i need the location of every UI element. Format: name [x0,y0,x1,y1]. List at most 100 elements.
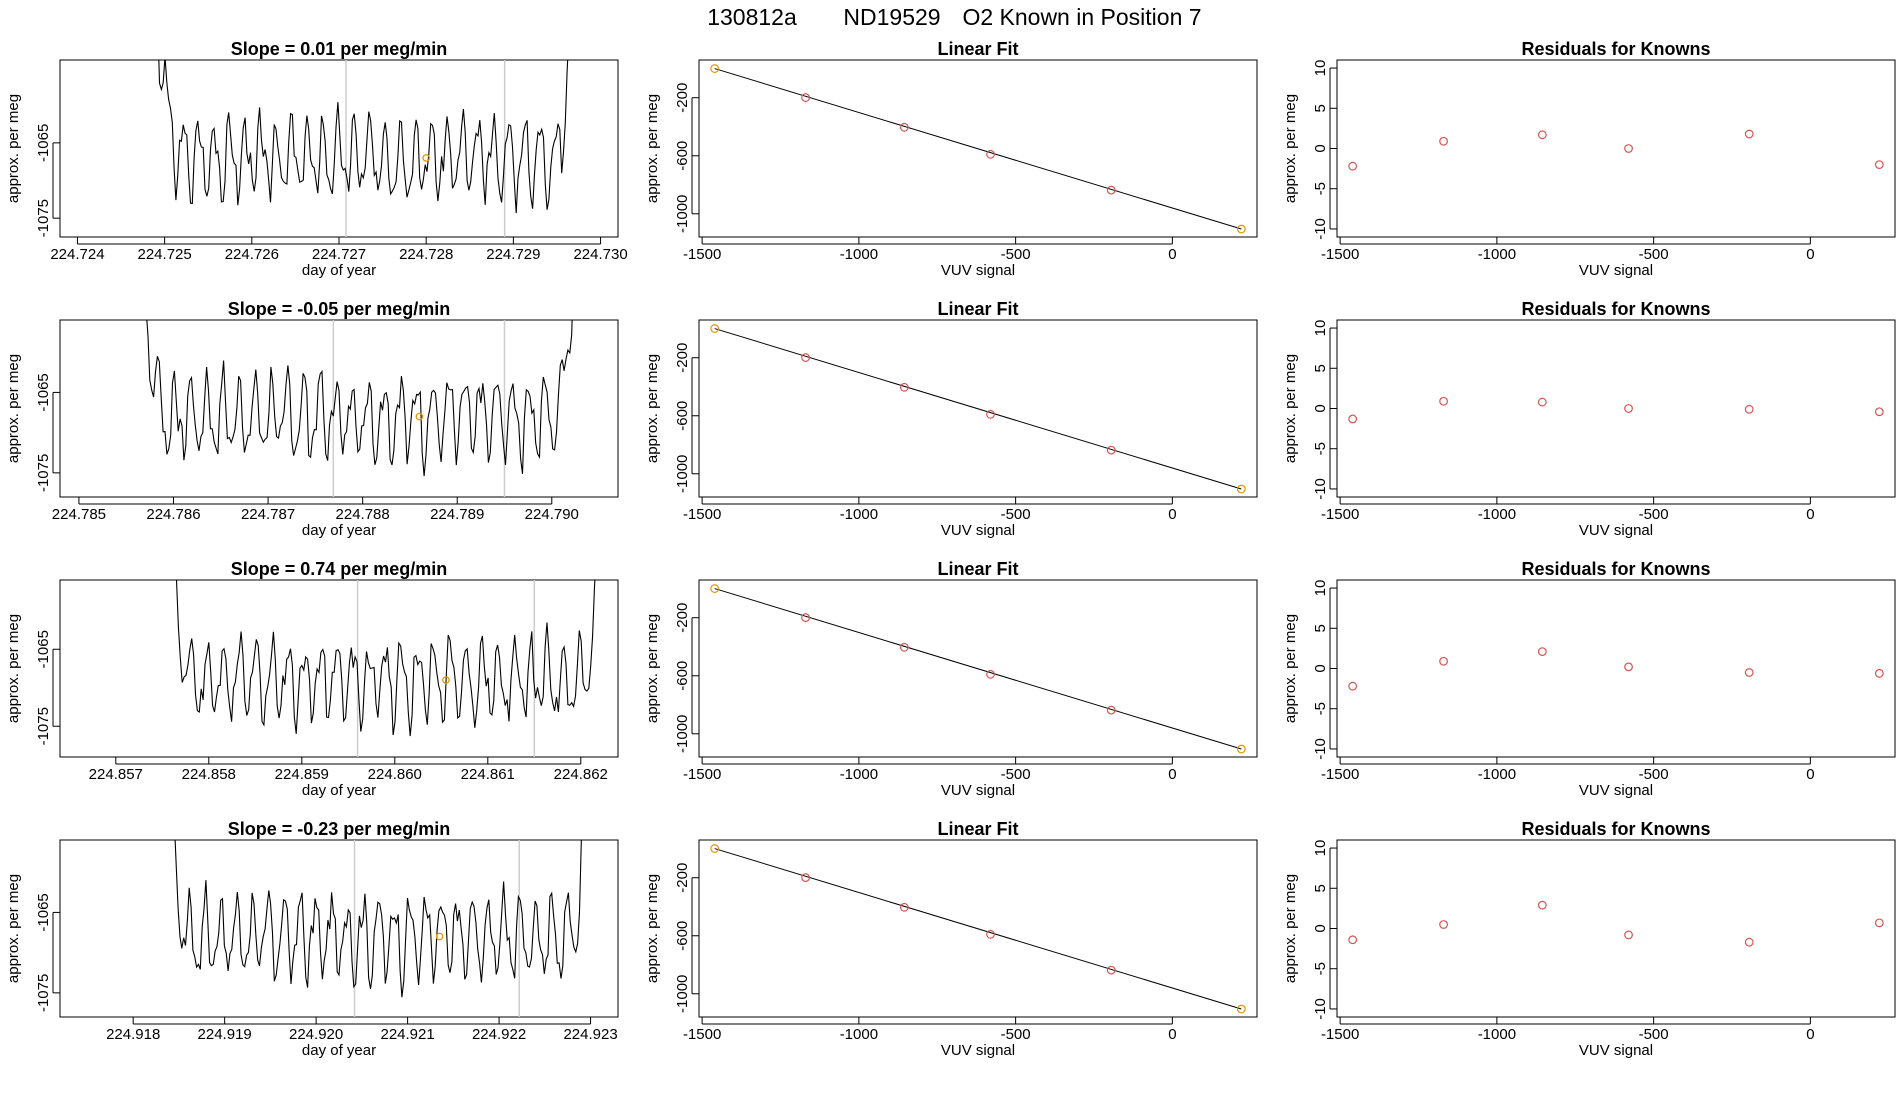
panel-title: Residuals for Knowns [1521,819,1710,839]
x-axis-label: day of year [302,782,376,799]
data-point [899,122,909,132]
x-axis-label: day of year [302,522,376,539]
data-point [1439,920,1448,929]
y-tick-label: 5 [1312,104,1329,112]
panel-r2-ts: Slope = -0.05 per meg/min 224.785 224.786 2… [5,299,619,539]
plot-frame [1336,59,1896,238]
main-title-description: O2 Known in Position 7 [962,4,1201,30]
x-tick-label: 224.921 [380,1026,434,1043]
x-tick-label: 224.922 [472,1026,526,1043]
main-title-tank: ND19529 [843,4,940,30]
x-tick-label: -500 [1639,1026,1669,1043]
data-point [1874,407,1884,417]
x-axis-label: VUV signal [941,782,1015,799]
data-point [1874,668,1884,678]
panel-r4-ts: Slope = -0.23 per meg/min 224.918 224.919 2… [5,819,619,1059]
highlight-point [442,676,450,684]
y-tick-label: 0 [1312,924,1329,932]
x-axis-label: VUV signal [1579,522,1653,539]
data-point [1348,935,1358,945]
x-tick-label: 0 [1806,506,1814,523]
data-point [986,669,995,679]
y-tick-label: -1075 [35,707,52,745]
highlight-point [422,154,431,162]
data-point [1236,484,1246,494]
panel-r1-ts: Slope = 0.01 per meg/min 224.724 224.725 22… [5,39,628,279]
fit-line [714,68,1242,230]
x-tick-label: 224.919 [198,1026,252,1043]
panel-r2-res: Residuals for Knowns -1500 -1000 -500 0 VUV s… [1282,299,1896,539]
y-tick-label: -1065 [35,124,52,162]
y-tick-label: 10 [1312,320,1329,337]
data-point [801,93,810,102]
time-series-trace [158,60,569,214]
panel-r2-fit: Linear Fit -1500 -1000 -500 0 VUV signal -200 -… [644,299,1258,539]
x-tick-label: -1500 [683,506,721,523]
data-point [1348,161,1358,171]
x-tick-label: -1500 [1321,246,1359,263]
x-tick-label: 224.730 [573,246,627,263]
x-tick-label: -1000 [1478,246,1516,263]
y-tick-label: -10 [1312,478,1329,500]
data-point [1537,397,1547,407]
y-tick-label: -1075 [35,199,52,237]
x-tick-label: 224.787 [241,506,295,523]
panel-title: Linear Fit [937,819,1018,839]
plot-frame [59,839,619,1018]
data-point [899,382,909,392]
data-point [1537,130,1547,140]
x-tick-label: 224.789 [430,506,484,523]
data-point [1106,965,1116,975]
x-tick-label: 224.918 [106,1026,160,1043]
fit-line [714,588,1242,750]
x-tick-label: 0 [1168,1026,1176,1043]
time-series-trace [175,580,596,737]
y-tick-label: -10 [1312,218,1329,240]
x-tick-label: 0 [1806,246,1814,263]
x-tick-label: -1500 [683,246,721,263]
highlight-point [415,412,424,421]
y-tick-label: 0 [1312,404,1329,412]
x-tick-label: 0 [1168,766,1176,783]
y-axis-label: approx. per meg [644,354,661,463]
data-point [801,613,810,622]
x-axis-label: VUV signal [1579,262,1653,279]
x-tick-label: -1500 [683,1026,721,1043]
y-tick-label: -1075 [35,974,52,1012]
y-axis-label: approx. per meg [644,614,661,723]
y-axis-label: approx. per meg [644,874,661,983]
highlight-point [435,932,444,941]
data-point [899,902,909,912]
y-tick-label: -1000 [674,715,691,753]
y-axis-label: approx. per meg [5,94,22,203]
y-tick-label: 0 [1312,664,1329,672]
x-tick-label: -1500 [1321,506,1359,523]
y-axis-label: approx. per meg [5,614,22,723]
panel-title: Linear Fit [937,39,1018,59]
fit-line [714,848,1242,1010]
time-series-trace [146,320,573,477]
y-axis-label: approx. per meg [1282,614,1299,723]
x-tick-label: 224.727 [312,246,366,263]
data-point [1439,656,1448,666]
data-point [710,584,720,593]
plot-frame [698,59,1258,238]
x-tick-label: -500 [1639,246,1669,263]
y-tick-label: -1000 [674,975,691,1013]
y-tick-label: -1000 [674,455,691,493]
y-tick-label: -200 [674,343,691,373]
main-title-run: 130812a [707,4,797,30]
y-tick-label: 10 [1312,580,1329,597]
x-tick-label: -1000 [840,246,878,263]
y-tick-label: -1000 [674,195,691,233]
panel-title: Residuals for Knowns [1521,39,1710,59]
panel-title: Linear Fit [937,559,1018,579]
y-tick-label: -1065 [35,893,52,931]
x-tick-label: 224.857 [89,766,143,783]
x-axis-label: VUV signal [1579,1042,1653,1059]
panel-title: Slope = 0.74 per meg/min [231,559,448,579]
y-tick-label: -1065 [35,630,52,668]
x-tick-label: 224.859 [275,766,329,783]
y-tick-label: -5 [1312,182,1329,195]
